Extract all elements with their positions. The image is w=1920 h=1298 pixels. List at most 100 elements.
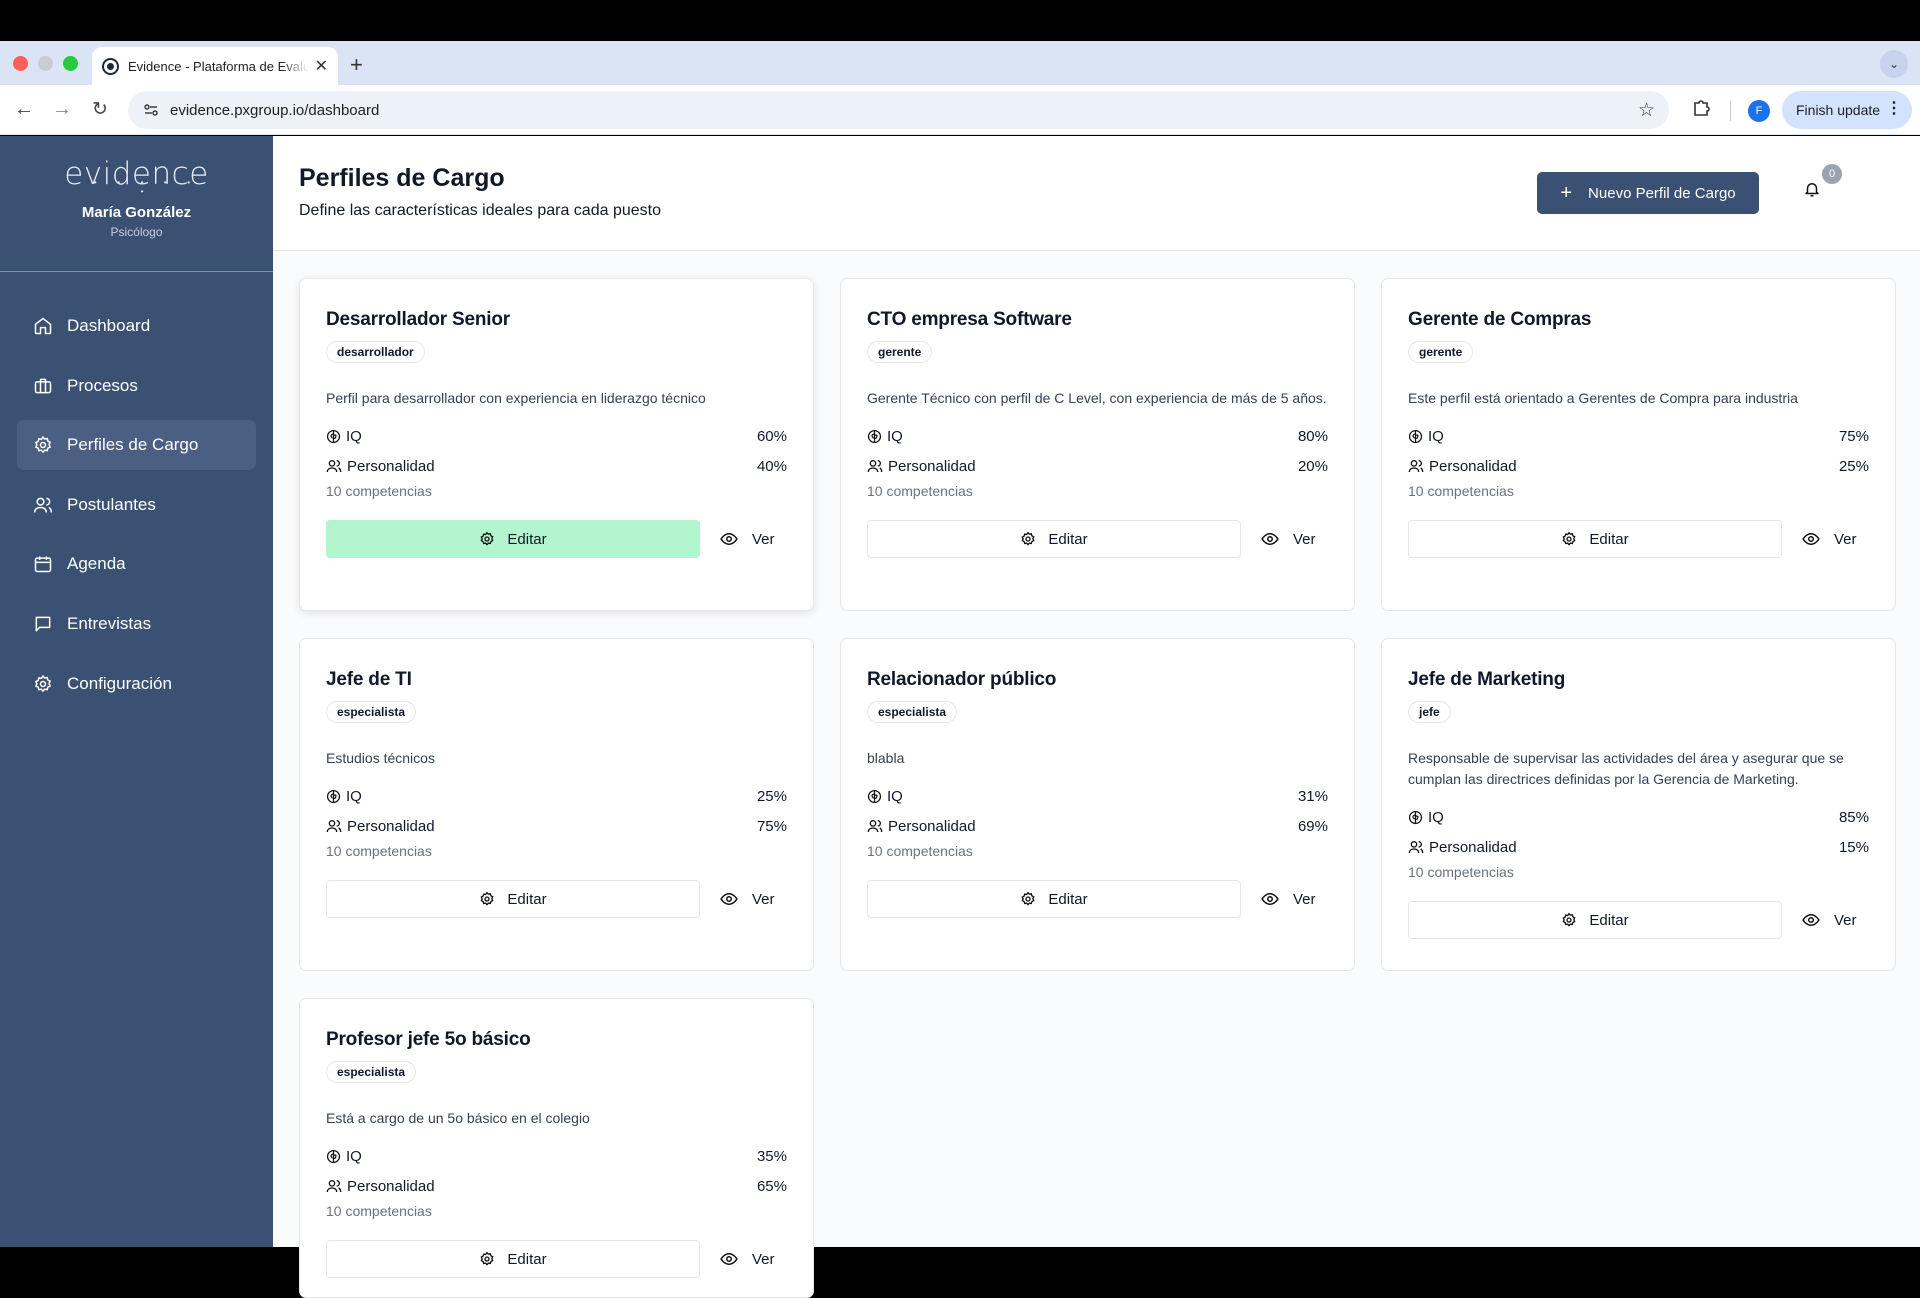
forward-icon[interactable]: → [52,98,72,120]
sidebar-item-dashboard[interactable]: Dashboard [17,301,256,351]
personality-row: Personalidad 40% [326,451,787,481]
personality-text: Personalidad [347,817,435,835]
edit-button[interactable]: Editar [1408,520,1782,558]
url-field[interactable]: evidence.pxgroup.io/dashboard ☆ [128,91,1669,129]
personality-row: Personalidad 15% [1408,832,1869,862]
app: evidence • • • • • • María González Psic… [0,136,1920,1298]
site-settings-icon[interactable] [140,99,162,121]
bell-icon[interactable] [1803,180,1821,203]
brain-icon [326,789,341,803]
finish-update-button[interactable]: Finish update ⋮ [1782,91,1912,129]
logo[interactable]: evidence • • • • • • [64,156,209,196]
sidebar-nav: Dashboard Procesos Perfiles de Cargo Pos… [17,301,256,718]
profile-tag: gerente [867,341,933,363]
bookmark-star-icon[interactable]: ☆ [1637,100,1655,121]
edit-button[interactable]: Editar [867,520,1241,558]
iq-row: IQ 80% [867,421,1328,451]
competencies-count: 10 competencias [867,483,973,499]
profile-avatar[interactable]: F [1748,100,1770,122]
more-vert-icon: ⋮ [1886,100,1902,117]
eye-icon [1802,913,1820,927]
profile-description: Está a cargo de un 5o básico en el coleg… [326,1110,590,1126]
calendar-icon [34,556,52,573]
profile-metrics: IQ 75% Personalidad 25% [1408,421,1869,481]
iq-text: IQ [346,787,362,805]
competencies-count: 10 competencias [1408,864,1514,880]
personality-text: Personalidad [347,457,435,475]
view-button[interactable]: Ver [1261,890,1316,908]
gear-icon [1021,531,1035,546]
view-button[interactable]: Ver [1802,911,1857,929]
tab-search-icon[interactable]: ⌄ [1880,50,1908,78]
iq-text: IQ [887,427,903,445]
personality-row: Personalidad 20% [867,451,1328,481]
reload-icon[interactable]: ↻ [92,99,108,120]
card-actions: Editar Ver [326,880,787,918]
logo-dots: • • • • • • [93,178,200,196]
iq-text: IQ [346,427,362,445]
extensions-icon[interactable] [1690,97,1712,124]
profile-tag: gerente [1408,341,1474,363]
edit-button[interactable]: Editar [1408,901,1782,939]
iq-value: 31% [1297,787,1328,805]
personality-row: Personalidad 25% [1408,451,1869,481]
iq-value: 75% [1838,427,1869,445]
iq-value: 85% [1838,808,1869,826]
card-actions: Editar Ver [867,520,1328,558]
profile-card: Profesor jefe 5o básico especialista Est… [299,998,814,1298]
profile-tag: jefe [1408,701,1451,723]
iq-text: IQ [346,1147,362,1165]
iq-row: IQ 85% [1408,802,1869,832]
new-tab-icon[interactable]: + [350,52,363,77]
personality-label: Personalidad [867,458,976,475]
browser-tab[interactable]: Evidence - Plataforma de Evaluación ✕ [92,47,338,85]
profile-description: Este perfil está orientado a Gerentes de… [1408,390,1798,406]
profile-metrics: IQ 31% Personalidad 69% [867,781,1328,841]
brand: evidence • • • • • • María González Psic… [0,156,273,239]
minimize-window-button[interactable] [38,56,53,71]
finish-update-label: Finish update [1796,102,1881,118]
tab-close-icon[interactable]: ✕ [314,58,328,75]
page-subtitle: Define las características ideales para … [299,202,661,219]
edit-button[interactable]: Editar [326,880,700,918]
iq-row: IQ 25% [326,781,787,811]
edit-button[interactable]: Editar [867,880,1241,918]
view-button[interactable]: Ver [720,890,775,908]
personality-row: Personalidad 69% [867,811,1328,841]
edit-label: Editar [1048,530,1088,548]
competencies-count: 10 competencias [326,1203,432,1219]
maximize-window-button[interactable] [63,56,78,71]
sidebar-item-label: Procesos [67,375,138,395]
sidebar-item-entrevistas[interactable]: Entrevistas [17,599,256,649]
sidebar-item-configuracion[interactable]: Configuración [17,659,256,709]
iq-row: IQ 60% [326,421,787,451]
tab-title: Evidence - Plataforma de Evaluación [128,58,308,74]
personality-text: Personalidad [1429,457,1517,475]
sidebar-item-perfiles-de-cargo[interactable]: Perfiles de Cargo [17,420,256,471]
personality-value: 25% [1838,457,1869,475]
card-actions: Editar Ver [326,1240,787,1278]
back-icon[interactable]: ← [14,98,34,120]
personality-value: 20% [1297,457,1328,475]
brain-icon [326,1149,341,1163]
edit-button[interactable]: Editar [326,520,700,558]
personality-text: Personalidad [347,1177,435,1195]
edit-button[interactable]: Editar [326,1240,700,1278]
iq-text: IQ [1428,808,1444,826]
profile-metrics: IQ 35% Personalidad 65% [326,1141,787,1201]
page-title: Perfiles de Cargo [299,164,505,192]
profile-metrics: IQ 25% Personalidad 75% [326,781,787,841]
sidebar-item-postulantes[interactable]: Postulantes [17,480,256,530]
view-button[interactable]: Ver [720,530,775,548]
iq-label: IQ [326,1148,362,1165]
sidebar-item-procesos[interactable]: Procesos [17,361,256,411]
eye-icon [720,892,738,906]
view-button[interactable]: Ver [720,1250,775,1268]
view-button[interactable]: Ver [1261,530,1316,548]
view-button[interactable]: Ver [1802,530,1857,548]
iq-row: IQ 31% [867,781,1328,811]
new-profile-button[interactable]: + Nuevo Perfil de Cargo [1537,172,1759,214]
sidebar-item-agenda[interactable]: Agenda [17,539,256,589]
notification-badge: 0 [1822,164,1842,184]
close-window-button[interactable] [13,56,28,71]
